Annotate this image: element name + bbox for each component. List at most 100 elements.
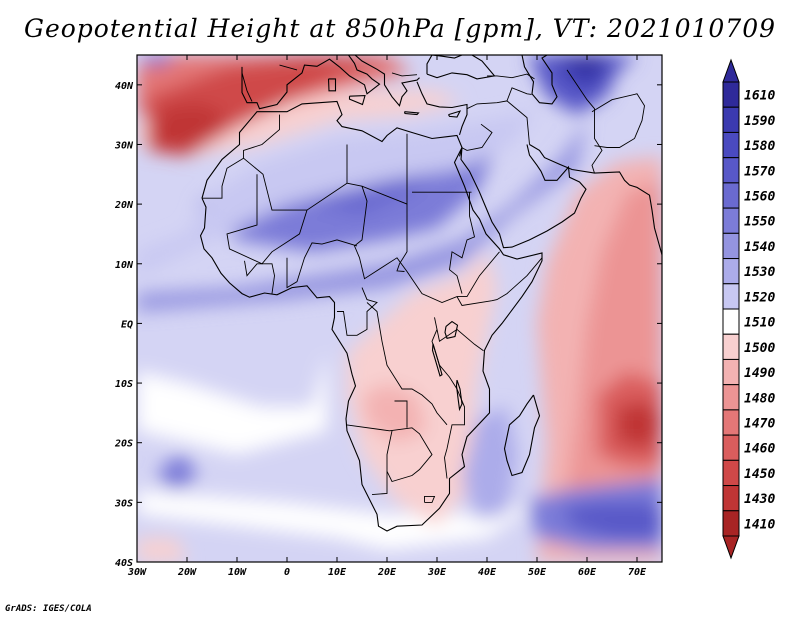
- field-region-3: [137, 538, 187, 562]
- border-25: [591, 93, 645, 148]
- colorbar-label-1520: 1520: [744, 290, 775, 305]
- crete: [403, 111, 420, 116]
- colorbar-label-1500: 1500: [744, 341, 775, 356]
- border-18: [371, 471, 388, 496]
- grads-credit: GrADS: IGES/COLA: [5, 604, 92, 614]
- colorbar-swatch-1490: [722, 358, 740, 386]
- field-region-1: [137, 490, 537, 551]
- field-region-18: [567, 55, 602, 73]
- geopotential-field: [137, 55, 662, 562]
- lake-malawi: [455, 379, 463, 412]
- lat-tick-label-5: 10S: [115, 379, 133, 390]
- field-region-15: [152, 102, 227, 151]
- border-14: [434, 317, 484, 352]
- colorbar-swatch-1460: [722, 434, 740, 461]
- colorbar-swatch-1450: [722, 459, 740, 487]
- colorbar-label-1510: 1510: [744, 316, 775, 331]
- lat-tick-label-4: EQ: [121, 319, 133, 330]
- lon-tick-label-10: 70E: [628, 567, 647, 578]
- border-22: [461, 123, 493, 151]
- arabia-coastline: [458, 144, 587, 249]
- lon-tick-label-7: 40E: [478, 567, 497, 578]
- lat-tick-label-8: 40S: [115, 558, 133, 569]
- africa-coastline: [199, 100, 543, 532]
- border-21: [466, 100, 530, 145]
- border-29: [391, 72, 418, 77]
- border-4: [226, 174, 308, 265]
- colorbar-top-arrow: [722, 58, 740, 83]
- field-region-22: [562, 502, 662, 539]
- lat-tick-label-0: 40N: [115, 81, 134, 92]
- border-7: [353, 186, 500, 303]
- colorbar-label-1530: 1530: [744, 265, 775, 280]
- border-1: [243, 114, 280, 159]
- border-8: [396, 204, 408, 272]
- colorbar-label-1560: 1560: [744, 190, 775, 205]
- colorbar-label-1410: 1410: [744, 517, 775, 532]
- lon-tick-label-3: 0: [284, 567, 290, 578]
- colorbar-swatch-1540: [722, 232, 740, 260]
- lat-tick-label-6: 20S: [114, 439, 133, 450]
- lon-tick-label-5: 20E: [377, 567, 397, 578]
- cyprus: [448, 110, 462, 118]
- border-3: [202, 157, 244, 199]
- lon-tick-label-1: 20W: [177, 567, 197, 578]
- coastline-borders: [199, 55, 662, 532]
- border-2: [243, 144, 348, 211]
- field-region-2: [347, 251, 497, 527]
- lon-tick-label-0: 30W: [127, 567, 147, 578]
- field-region-12: [137, 90, 462, 157]
- border-10: [286, 239, 358, 289]
- colorbar-swatch-1590: [722, 106, 740, 133]
- colorbar-swatch-1580: [722, 131, 740, 159]
- colorbar-swatch-1570: [722, 157, 740, 184]
- colorbar-label-1590: 1590: [744, 114, 775, 129]
- field-region-7: [617, 401, 662, 449]
- colorbar-label-1490: 1490: [744, 366, 775, 381]
- border-17: [345, 424, 433, 483]
- lon-tick-label-8: 50E: [528, 567, 547, 578]
- colorbar-label-1570: 1570: [744, 164, 775, 179]
- field-region-20: [157, 454, 197, 491]
- border-19: [394, 400, 408, 428]
- colorbar-label-1580: 1580: [744, 139, 775, 154]
- lat-tick-label-7: 30S: [114, 498, 133, 509]
- adriatic-coastline: [354, 55, 420, 107]
- colorbar-label-1450: 1450: [744, 467, 775, 482]
- border-13: [366, 302, 448, 426]
- field-blobs: [137, 55, 662, 562]
- border-12: [337, 287, 378, 336]
- field-region-11: [137, 108, 537, 276]
- colorbar-swatch-1430: [722, 485, 740, 512]
- lat-tick-label-3: 10N: [115, 260, 134, 271]
- lon-tick-label-9: 60E: [578, 567, 597, 578]
- field-region-8: [137, 120, 587, 312]
- colorbar-swatch-1510: [722, 308, 740, 335]
- border-20: [424, 495, 436, 503]
- lat-tick-label-1: 30N: [114, 140, 134, 151]
- europe-coastline: [241, 55, 381, 110]
- colorbar-label-1480: 1480: [744, 391, 775, 406]
- colorbar-label-1430: 1430: [744, 492, 775, 507]
- colorbar-swatch-1500: [722, 333, 740, 360]
- sardinia: [327, 78, 337, 92]
- colorbar-swatch-1610: [722, 81, 740, 108]
- colorbar-label-1470: 1470: [744, 417, 775, 432]
- madagascar-coastline: [503, 394, 541, 477]
- map-title: Geopotential Height at 850hPa [gpm], VT:…: [23, 14, 777, 43]
- border-11: [244, 260, 275, 294]
- field-region-19: [137, 55, 177, 67]
- colorbar-swatch-1410: [722, 510, 740, 537]
- border-16: [431, 329, 465, 479]
- colorbar-label-1610: 1610: [744, 89, 775, 104]
- field-region-24: [462, 406, 517, 521]
- map-frame: [136, 54, 663, 563]
- colorbar-swatch-1470: [722, 409, 740, 436]
- sicily: [348, 95, 366, 106]
- border-9: [449, 192, 476, 294]
- colorbar-label-1550: 1550: [744, 215, 775, 230]
- border-30: [487, 73, 535, 80]
- border-24: [566, 69, 603, 174]
- field-region-0: [137, 353, 327, 455]
- iran-coastline: [529, 144, 662, 255]
